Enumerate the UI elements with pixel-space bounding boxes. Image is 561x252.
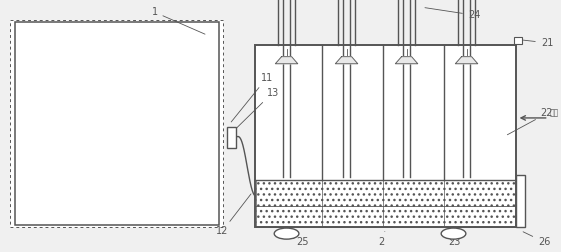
Polygon shape bbox=[275, 57, 298, 64]
Text: 13: 13 bbox=[231, 88, 279, 134]
Bar bbox=[514, 37, 522, 44]
Text: 12: 12 bbox=[216, 194, 251, 236]
Polygon shape bbox=[335, 57, 358, 64]
Bar bbox=[227, 127, 236, 148]
Text: 23: 23 bbox=[448, 237, 461, 247]
Text: 25: 25 bbox=[292, 237, 309, 247]
Bar bbox=[255, 45, 516, 227]
Text: 1: 1 bbox=[151, 7, 205, 34]
Circle shape bbox=[274, 228, 299, 239]
Polygon shape bbox=[456, 57, 478, 64]
Text: 2: 2 bbox=[378, 231, 385, 247]
Text: 26: 26 bbox=[523, 232, 550, 247]
Text: 22: 22 bbox=[507, 108, 553, 135]
Text: 24: 24 bbox=[425, 8, 480, 20]
Polygon shape bbox=[396, 57, 418, 64]
Text: 进气: 进气 bbox=[550, 108, 559, 117]
Bar bbox=[516, 175, 525, 227]
Text: 11: 11 bbox=[231, 73, 273, 122]
Bar bbox=[15, 22, 219, 225]
Circle shape bbox=[441, 228, 466, 239]
Text: 21: 21 bbox=[521, 38, 553, 48]
Bar bbox=[10, 20, 223, 227]
Bar bbox=[256, 180, 516, 227]
